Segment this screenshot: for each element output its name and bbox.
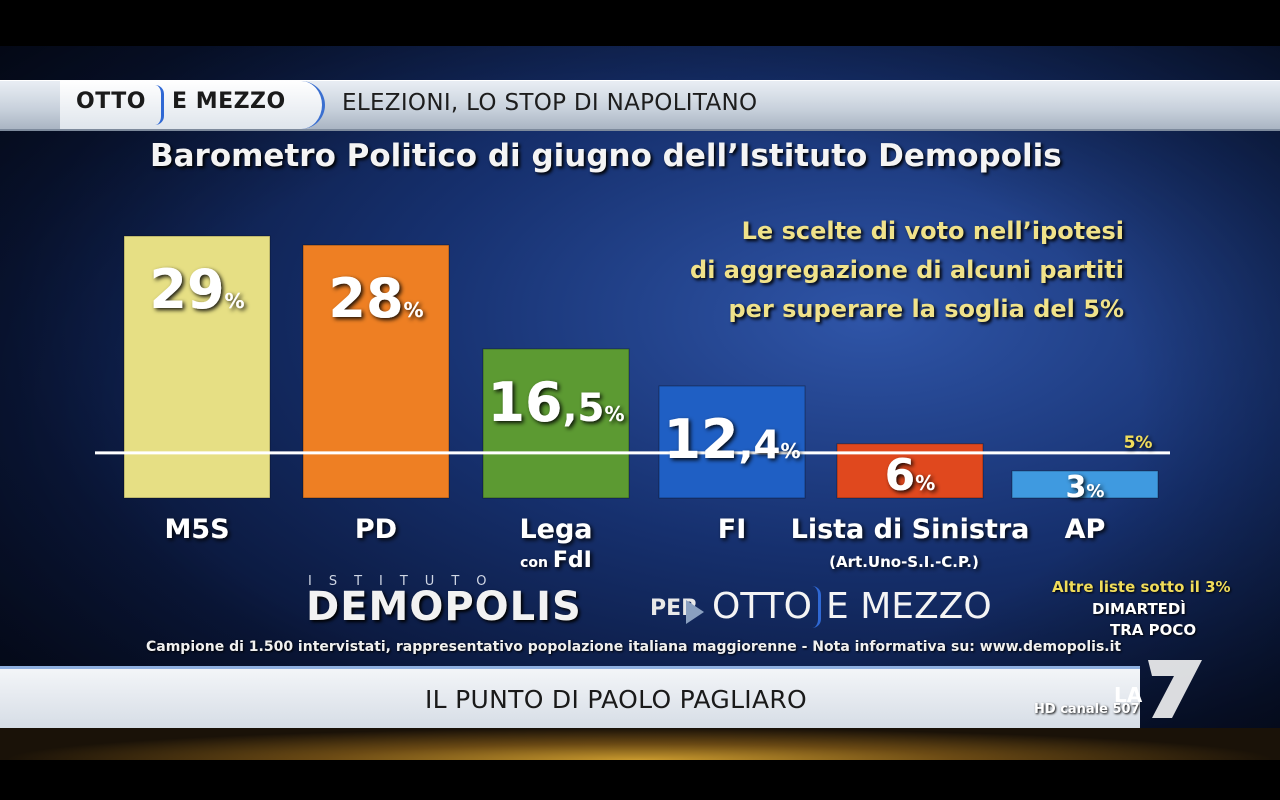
category-label: Lista di Sinistra [791,514,1030,545]
source-note: Campione di 1.500 intervistati, rapprese… [146,639,1122,655]
other-lists-note: Altre liste sotto il 3% [1052,578,1231,596]
promo-title: DIMARTEDÌ [1092,600,1186,618]
lower-third: IL PUNTO DI PAOLO PAGLIARO [0,666,1140,731]
brand-istituto: ISTITUTO [308,574,504,589]
brand-mezzo: E MEZZO [826,586,992,627]
la7-logo-text: LA [1114,683,1143,707]
program-logo-otto: OTTO [76,89,146,114]
program-logo: OTTO E MEZZO [60,81,325,129]
subtitle-line: Le scelte di voto nell’ipotesi [741,217,1124,245]
category-label: Lega [519,514,592,545]
value-label: 12,4% [663,408,800,471]
chart-title: Barometro Politico di giugno dell’Istitu… [150,138,1062,174]
subtitle-line: per superare la soglia del 5% [728,295,1125,323]
value-label: 6% [885,450,936,501]
arrow-icon [686,600,704,624]
category-sublabel: (Art.Uno-S.I.-C.P.) [829,553,979,571]
program-logo-separator [155,85,164,125]
category-label: AP [1065,514,1106,545]
tv-screen: OTTO E MEZZO ELEZIONI, LO STOP DI NAPOLI… [0,46,1280,760]
category-label: PD [355,514,397,545]
category-sublabel: con FdI [520,548,592,573]
bar-chart: 5% 29% M5S 28% PD 16,5% Lega con FdI 12,4% FI 6% L… [95,235,1170,573]
bottom-glow [0,728,1280,760]
subtitle-line: di aggregazione di alcuni partiti [690,256,1124,284]
value-label: 3% [1066,470,1105,505]
lower-third-text: IL PUNTO DI PAOLO PAGLIARO [425,685,808,714]
la7-logo: LA [1114,660,1202,718]
brand-otto: OTTO [712,586,813,627]
bar-lega [482,348,630,499]
bar-m5s [123,235,271,499]
value-label: 16,5% [487,371,624,434]
hd-channel-text: HD canale 507 [1034,702,1140,717]
category-label: M5S [164,514,229,545]
brand-separator [812,586,821,628]
brand-demopolis: DEMOPOLIS [306,584,582,630]
bar-ap [1011,470,1159,499]
promo-subtitle: TRA POCO [1110,621,1197,639]
threshold-label: 5% [1124,433,1153,453]
program-bar: OTTO E MEZZO ELEZIONI, LO STOP DI NAPOLI… [0,80,1280,131]
bar-fi [658,385,806,499]
category-label: FI [718,514,747,545]
program-logo-mezzo: E MEZZO [172,89,286,114]
bar-pd [302,244,450,499]
value-label: 29% [149,258,244,321]
value-label: 28% [328,267,423,330]
chart-subtitle: Le scelte di voto nell’ipotesi di aggreg… [690,212,1124,329]
headline: ELEZIONI, LO STOP DI NAPOLITANO [342,90,758,116]
